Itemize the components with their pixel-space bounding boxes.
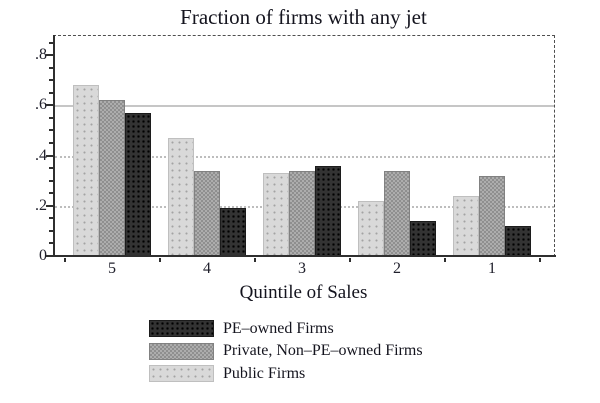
x-category-label: 5 [108,260,116,277]
y-minor-tick [49,42,53,44]
x-axis-line [51,255,556,257]
bar-public-q5 [73,85,99,256]
legend-label: Private, Non–PE–owned Firms [223,342,423,359]
y-tick-label: .4 [35,147,47,164]
gridline [55,156,554,158]
y-minor-tick [49,129,53,131]
y-axis-line [53,35,55,256]
y-major-tick [46,205,53,207]
y-major-tick [46,255,53,257]
bar-pe-q5 [125,113,151,256]
x-tick [349,258,351,262]
legend-item-public: Public Firms [149,365,423,382]
y-major-tick [46,104,53,106]
y-minor-tick [49,217,53,219]
x-axis-title: Quintile of Sales [239,282,368,303]
x-tick [254,258,256,262]
y-tick-label: .2 [35,197,47,214]
plot-frame [53,35,555,257]
legend-item-pe: PE–owned Firms [149,320,423,337]
y-tick-label: .8 [35,46,47,63]
x-tick [444,258,446,262]
legend-item-private: Private, Non–PE–owned Firms [149,342,423,360]
legend-swatch-public [149,365,214,382]
y-minor-tick [49,117,53,119]
x-category-label: 2 [393,260,401,277]
bar-private-q2 [384,171,410,256]
bar-public-q2 [358,201,384,256]
y-major-tick [46,155,53,157]
y-minor-tick [49,230,53,232]
y-minor-tick [49,192,53,194]
x-tick [159,258,161,262]
x-category-label: 1 [488,260,496,277]
x-category-label: 4 [203,260,211,277]
bar-private-q4 [194,171,220,256]
bar-public-q3 [263,173,289,256]
y-minor-tick [49,92,53,94]
bar-private-q1 [479,176,505,256]
bar-pe-q1 [505,226,531,256]
x-category-label: 3 [298,260,306,277]
bar-pe-q2 [410,221,436,256]
y-minor-tick [49,142,53,144]
y-minor-tick [49,79,53,81]
y-minor-tick [49,242,53,244]
y-minor-tick [49,167,53,169]
chart-title: Fraction of firms with any jet [180,5,427,29]
y-tick-label: 0 [39,247,47,264]
legend-label: PE–owned Firms [223,319,334,337]
bar-pe-q4 [220,208,246,256]
x-tick [539,258,541,262]
bar-private-q3 [289,171,315,256]
legend-label: Public Firms [223,364,306,382]
bar-public-q4 [168,138,194,256]
gridline [55,105,554,107]
legend: PE–owned Firms Private, Non–PE–owned Firm… [149,320,423,388]
bar-pe-q3 [315,166,341,256]
legend-swatch-pe [149,320,214,337]
y-minor-tick [49,180,53,182]
y-tick-label: .6 [35,96,47,113]
y-minor-tick [49,67,53,69]
legend-swatch-private [149,342,214,360]
y-major-tick [46,54,53,56]
x-tick [64,258,66,262]
bar-private-q5 [99,100,125,256]
bar-public-q1 [453,196,479,256]
